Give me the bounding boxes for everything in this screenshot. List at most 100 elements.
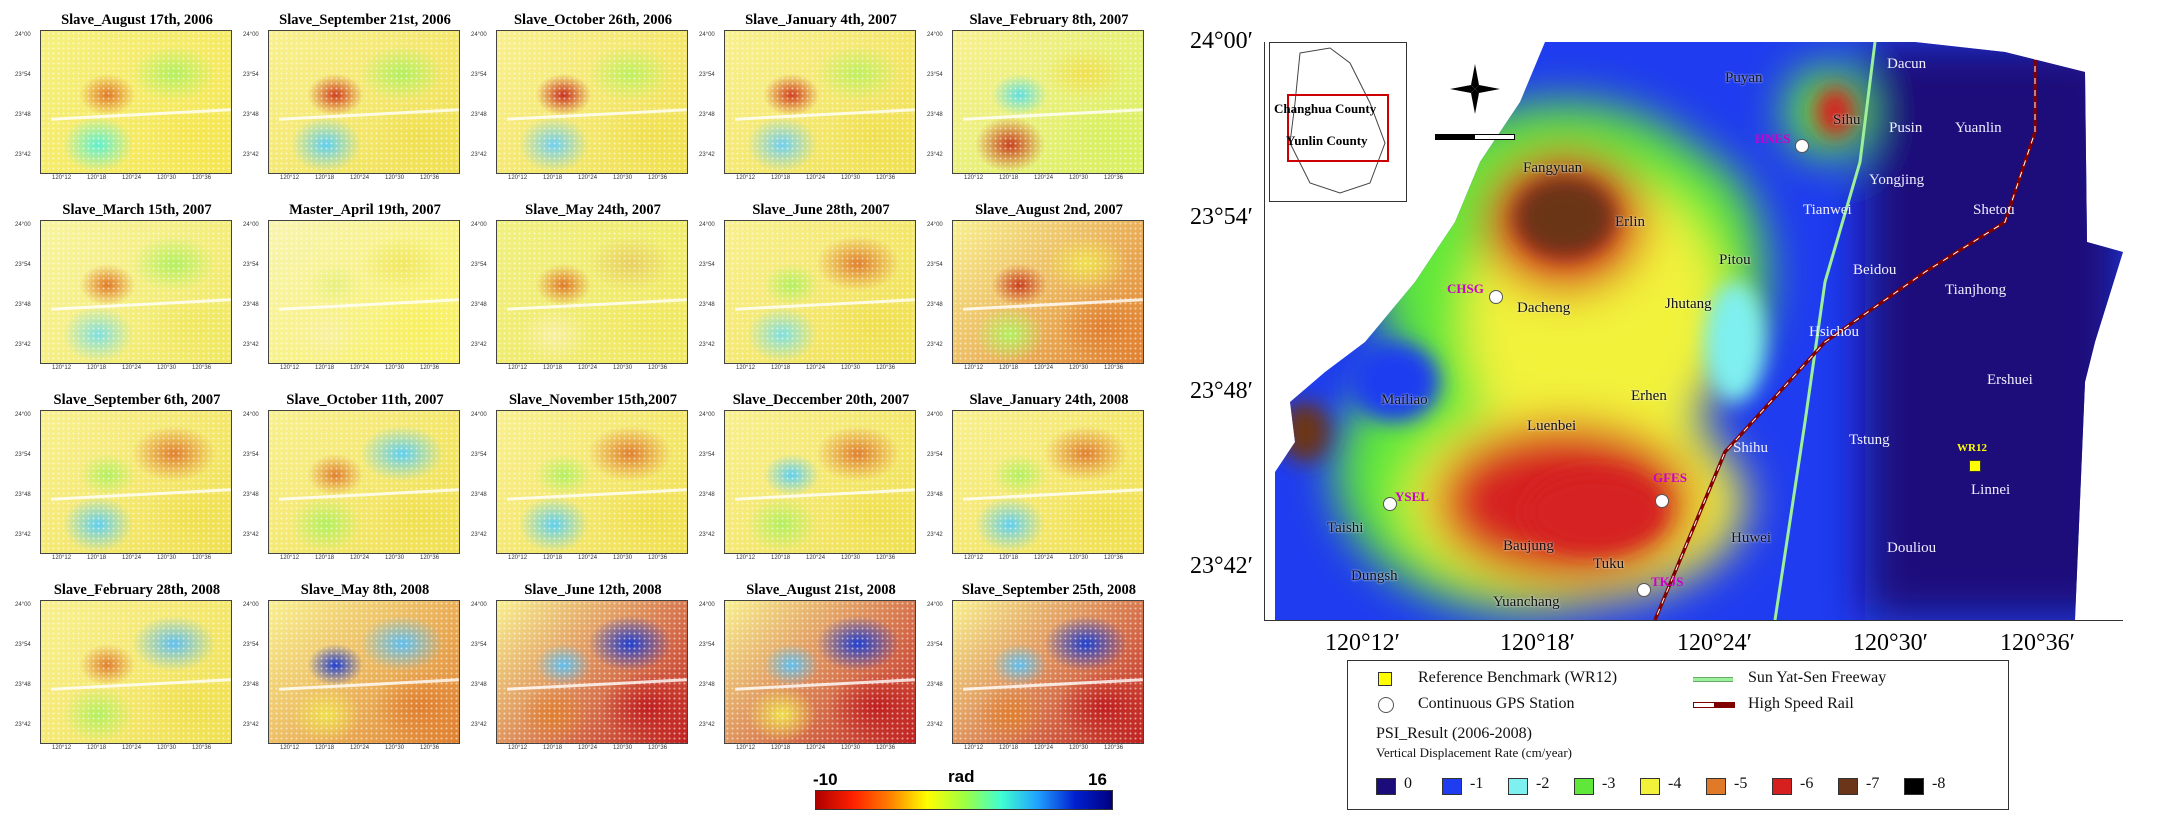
panel-title: Slave_May 8th, 2008 [300,582,430,598]
gps-station-marker [1637,583,1651,597]
panel-x-tick: 120°12 [964,745,984,751]
panel-x-tick: 120°36 [1104,555,1124,561]
panel-x-tick: 120°36 [192,745,212,751]
panel-x-tick: 120°18 [771,365,791,371]
panel-speckle [953,601,1143,743]
panel-y-tick: 23°42 [15,342,31,348]
panel-map [952,410,1144,554]
town-label: Fangyuan [1523,160,1583,176]
panel-x-tick: 120°36 [1104,175,1124,181]
panel-x-tick: 120°24 [578,175,598,181]
panel-x-tick: 120°18 [87,555,107,561]
legend-class-swatch [1508,778,1528,795]
panel-y-tick: 23°42 [699,342,715,348]
town-label: Douliou [1887,540,1937,556]
panel-title: Slave_September 25th, 2008 [961,582,1137,598]
town-label: Erhen [1631,388,1667,404]
panel-y-tick: 24°00 [927,412,943,418]
town-label: Huwei [1731,530,1771,546]
panel-x-tick: 120°36 [1104,745,1124,751]
town-label: Dungsh [1351,568,1398,584]
panel-title: Slave_August 21st, 2008 [746,582,896,598]
panel-speckle [41,31,231,173]
panel-y-tick: 23°42 [471,342,487,348]
inset-county-label: Yunlin County [1286,133,1368,148]
panel-x-tick: 120°18 [315,365,335,371]
panel-y-tick: 23°54 [699,262,715,268]
legend-class-swatch [1640,778,1660,795]
interferogram-panel: Slave_August 17th, 2006 24°00 23°54 23°48 23… [15,12,242,192]
panel-x-tick: 120°36 [648,745,668,751]
benchmark-label: WR12 [1957,442,1987,454]
interferogram-panel: Master_April 19th, 2007 24°00 23°54 23°48 23… [243,202,470,382]
panel-y-tick: 23°54 [471,72,487,78]
panel-y-tick: 23°54 [927,642,943,648]
interferogram-panel: Slave_August 21st, 2008 24°00 23°54 23°48 23… [699,582,926,762]
panel-x-tick: 120°36 [420,745,440,751]
panel-y-tick: 23°48 [699,112,715,118]
colorbar-max-label: 16 [1088,770,1107,789]
main-y-tick: 24°00′ [1190,28,1253,54]
scale-bar: Kilometers [1435,134,1515,146]
panel-title: Slave_August 2nd, 2007 [975,202,1123,218]
panel-map [952,220,1144,364]
panel-map [40,600,232,744]
panel-x-tick: 120°24 [350,175,370,181]
panel-x-tick: 120°24 [1034,555,1054,561]
panel-x-tick: 120°36 [192,365,212,371]
panel-y-tick: 23°54 [243,642,259,648]
panel-y-tick: 24°00 [471,602,487,608]
panel-map [496,410,688,554]
panel-y-tick: 23°54 [927,72,943,78]
interferogram-panel: Slave_February 8th, 2007 24°00 23°54 23°48 2… [927,12,1154,192]
legend-class-label: -3 [1602,775,1616,792]
town-label: Baujung [1503,538,1554,554]
gps-station-label: YSEL [1395,489,1429,504]
legend-title: PSI_Result (2006-2008) [1376,725,1532,742]
gps-station-marker [1655,494,1669,508]
panel-x-tick: 120°18 [315,175,335,181]
interferogram-panel: Slave_September 21st, 2006 24°00 23°54 23°4… [243,12,470,192]
panel-y-tick: 23°42 [927,532,943,538]
panel-y-tick: 23°42 [699,722,715,728]
panel-speckle [725,221,915,363]
gps-station-label: GFES [1653,470,1687,485]
panel-x-tick: 120°18 [543,745,563,751]
panel-x-tick: 120°12 [280,365,300,371]
interferogram-panel: Slave_Deccember 20th, 2007 24°00 23°54 23°4… [699,392,926,572]
panel-x-tick: 120°24 [350,745,370,751]
panel-y-tick: 23°48 [15,682,31,688]
panel-title: Slave_September 6th, 2007 [53,392,221,408]
panel-x-tick: 120°36 [876,555,896,561]
panel-y-tick: 23°42 [699,152,715,158]
panel-y-tick: 23°54 [471,452,487,458]
panel-map [40,410,232,554]
town-label: Tstung [1849,432,1890,448]
panel-x-tick: 120°18 [315,745,335,751]
town-label: Shetou [1973,202,2015,218]
panel-x-tick: 120°18 [771,175,791,181]
panel-map [268,30,460,174]
panel-y-tick: 23°48 [243,682,259,688]
panel-speckle [269,601,459,743]
panel-y-tick: 23°48 [699,682,715,688]
panel-x-tick: 120°30 [385,175,405,181]
panel-speckle [953,411,1143,553]
legend-class-label: -7 [1866,775,1880,792]
interferogram-panel: Slave_January 24th, 2008 24°00 23°54 23°48 2… [927,392,1154,572]
panel-map [268,220,460,364]
panel-speckle [725,411,915,553]
panel-x-tick: 120°12 [736,365,756,371]
panel-y-tick: 23°48 [243,302,259,308]
panel-y-tick: 24°00 [927,602,943,608]
legend-subtitle: Vertical Displacement Rate (cm/year) [1376,745,1572,760]
panel-y-tick: 23°42 [471,722,487,728]
interferogram-panel: Slave_September 6th, 2007 24°00 23°54 23°48… [15,392,242,572]
panel-x-tick: 120°36 [192,555,212,561]
panel-map [952,600,1144,744]
panel-map [724,30,916,174]
panel-speckle [269,221,459,363]
interferogram-panel: Slave_August 2nd, 2007 24°00 23°54 23°48 23°… [927,202,1154,382]
panel-y-tick: 23°54 [927,262,943,268]
town-label: Yuanlin [1955,120,2002,136]
